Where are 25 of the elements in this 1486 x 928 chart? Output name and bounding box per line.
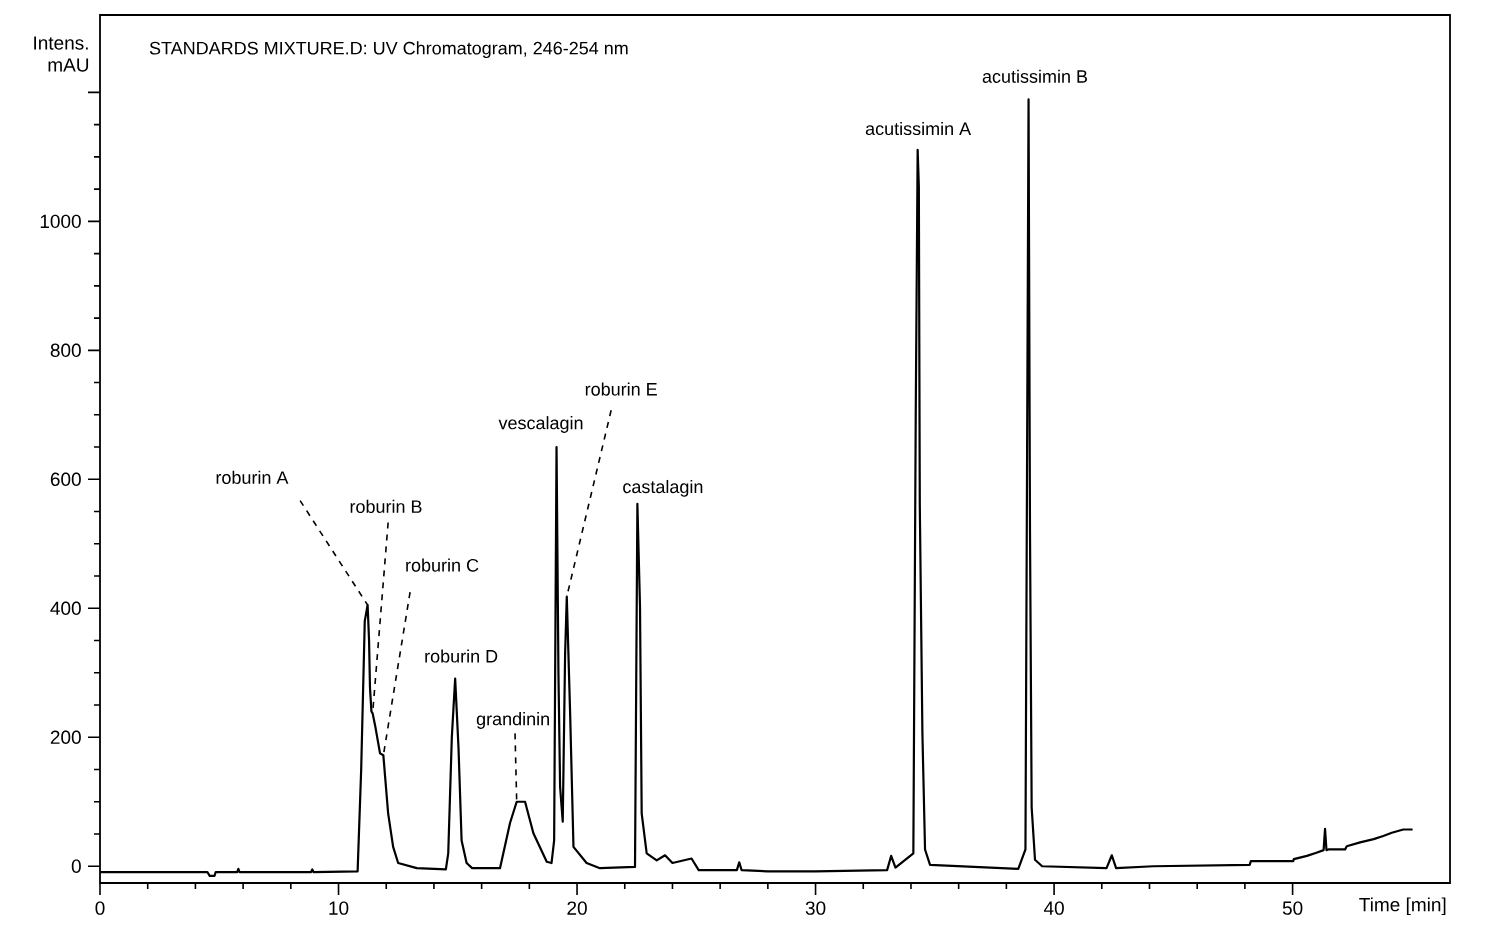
x-tick-label: 50 (1282, 901, 1303, 915)
x-tick-label: 20 (567, 901, 587, 915)
text: STANDARDS MIXTURE.D: UV Chromatogram, 246-254 nm (149, 41, 628, 59)
annotation: roburin A (216, 470, 289, 484)
x-axis-title: Time [min] (1359, 897, 1446, 916)
x-tick-label: 0 (95, 901, 105, 915)
y-tick-label: 0 (71, 859, 81, 873)
x-tick-label: 30 (805, 901, 826, 915)
annotation: roburin D (425, 649, 498, 663)
annotation: roburin E (585, 382, 657, 396)
y-tick-label: 400 (50, 601, 81, 616)
y-tick-label: 200 (50, 730, 81, 744)
y-tick-label: 600 (50, 472, 81, 487)
annotation: roburin C (406, 558, 479, 572)
y-tick-label: 800 (50, 343, 81, 358)
annotation: grandinin (476, 712, 549, 729)
y-axis-title: Intens. mAU (34, 36, 89, 72)
y-tick-label: 1000 (40, 214, 81, 229)
x-tick-label: 10 (329, 901, 349, 915)
annotation: acutissimin B (982, 69, 1088, 83)
annotation: roburin B (350, 499, 422, 514)
annotation: acutissimin A (865, 121, 972, 136)
x-tick-label: 40 (1043, 901, 1064, 915)
annotation: vescalagin (498, 416, 583, 433)
annotation: castalagin (623, 479, 703, 497)
